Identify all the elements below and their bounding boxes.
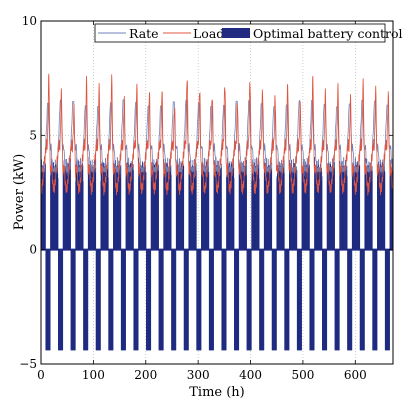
battery-bar xyxy=(301,249,302,351)
battery-bar xyxy=(208,171,210,250)
battery-bar xyxy=(45,164,46,250)
battery-bar xyxy=(271,162,273,250)
battery-bar xyxy=(145,172,147,250)
battery-bar xyxy=(276,249,277,351)
battery-bar xyxy=(188,249,189,351)
rate-series-line xyxy=(41,99,393,174)
plot-frame xyxy=(40,20,394,365)
battery-bar xyxy=(351,249,353,351)
battery-bar xyxy=(175,249,177,351)
legend-battery-swatch xyxy=(222,28,250,38)
battery-bar xyxy=(288,249,290,351)
battery-bar xyxy=(326,249,328,351)
y-tick-label: −5 xyxy=(19,357,37,371)
battery-bar xyxy=(238,249,240,351)
legend-load-label: Load xyxy=(193,26,224,41)
battery-bar xyxy=(125,249,126,351)
battery-bar xyxy=(225,249,227,351)
battery-bar xyxy=(112,249,114,351)
battery-bar xyxy=(246,159,247,250)
battery-bar xyxy=(150,249,152,351)
battery-bar xyxy=(133,170,134,250)
battery-bar xyxy=(213,249,214,351)
battery-bar xyxy=(284,173,285,250)
battery-bar xyxy=(108,177,109,250)
battery-bar xyxy=(100,249,101,351)
battery-bar xyxy=(82,181,84,250)
battery-bar xyxy=(70,158,71,250)
y-axis-label: Power (kW) xyxy=(12,154,27,231)
battery-bar xyxy=(221,163,222,250)
battery-bar xyxy=(346,176,348,250)
battery-bar xyxy=(263,249,265,351)
legend: Rate Load Optimal battery control xyxy=(94,23,403,43)
battery-bar xyxy=(57,178,59,250)
y-tick-label: 10 xyxy=(22,14,37,28)
battery-bar xyxy=(170,174,172,250)
x-axis-label: Time (h) xyxy=(189,385,245,400)
x-tick-label: 200 xyxy=(134,368,157,382)
battery-bar xyxy=(196,170,197,250)
battery-bar xyxy=(49,249,51,351)
battery-bar xyxy=(313,249,315,351)
battery-bar xyxy=(200,249,202,351)
x-tick-label: 100 xyxy=(82,368,105,382)
battery-bar xyxy=(163,249,164,351)
battery-bar xyxy=(334,162,335,250)
battery-bar xyxy=(183,165,185,250)
x-tick-label: 0 xyxy=(37,368,45,382)
battery-bar xyxy=(296,170,298,250)
battery-bar xyxy=(359,165,361,250)
x-tick-label: 600 xyxy=(344,368,367,382)
load-series-line xyxy=(41,73,393,196)
battery-bar xyxy=(339,249,340,351)
battery-bar xyxy=(120,165,122,250)
battery-bar xyxy=(384,172,386,250)
battery-bar xyxy=(258,178,260,250)
battery-bar xyxy=(389,249,390,351)
battery-bar xyxy=(62,249,64,351)
x-tick-label: 400 xyxy=(239,368,262,382)
legend-battery-label: Optimal battery control xyxy=(253,26,403,41)
battery-bar xyxy=(233,178,235,250)
battery-bar xyxy=(364,249,365,351)
battery-bar xyxy=(372,170,373,250)
battery-bar xyxy=(376,249,378,351)
x-tick-label: 300 xyxy=(187,368,210,382)
y-tick-label: 0 xyxy=(29,243,37,257)
x-tick-label: 500 xyxy=(291,368,314,382)
battery-bar xyxy=(137,249,139,351)
y-tick-label: 5 xyxy=(29,128,37,142)
battery-bar xyxy=(87,249,89,351)
battery-bar xyxy=(95,159,97,250)
battery-bar xyxy=(158,164,159,250)
battery-bar xyxy=(321,176,323,250)
battery-bar xyxy=(309,165,310,250)
battery-bar xyxy=(251,249,252,351)
battery-bar xyxy=(75,249,76,351)
legend-rate-label: Rate xyxy=(129,26,159,41)
